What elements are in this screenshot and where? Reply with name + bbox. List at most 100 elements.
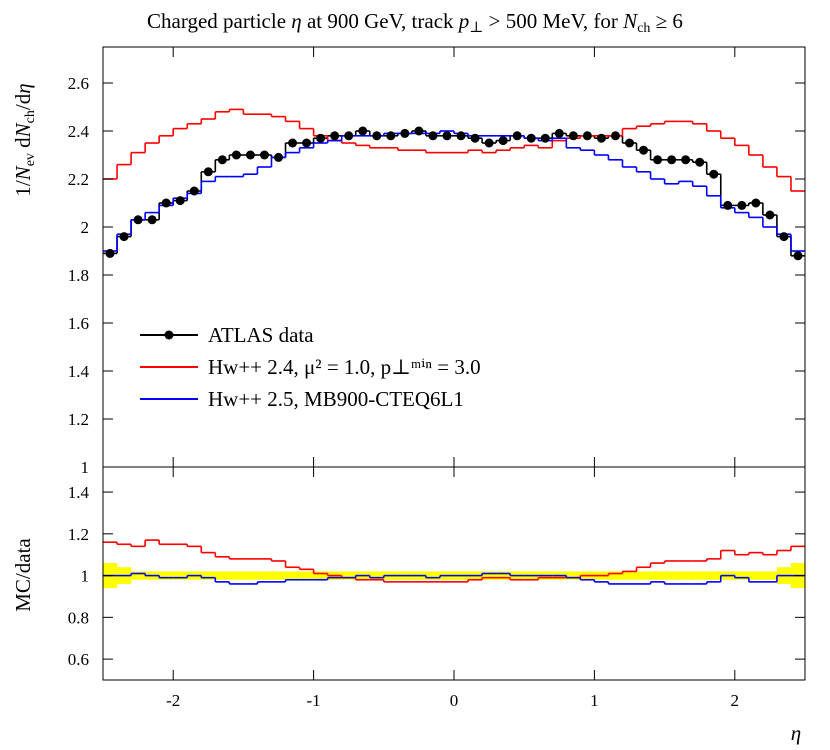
title-part: Charged particle <box>147 9 291 33</box>
data-point <box>175 196 185 206</box>
data-point <box>695 157 705 167</box>
data-point <box>512 131 522 141</box>
data-point <box>568 131 578 141</box>
y-tick-label: 1.8 <box>68 266 89 285</box>
y-tick-label: 0.6 <box>68 650 89 669</box>
data-point <box>344 131 354 141</box>
y-tick-label: 2.2 <box>68 170 89 189</box>
legend-marker <box>164 330 174 340</box>
uncertainty-band <box>762 571 778 580</box>
ylabel-part: N <box>11 165 35 181</box>
uncertainty-band <box>201 571 216 580</box>
data-point <box>245 150 255 160</box>
uncertainty-band <box>692 571 708 580</box>
uncertainty-band <box>734 571 750 580</box>
data-point <box>751 198 761 208</box>
y-tick-label: 1.2 <box>68 525 89 544</box>
x-tick-label: -2 <box>166 691 180 710</box>
data-point <box>414 126 424 136</box>
uncertainty-band <box>257 571 272 580</box>
title-part: ch <box>637 21 650 36</box>
data-point <box>526 133 536 143</box>
title-part: ≥ 6 <box>650 9 683 33</box>
x-axis-label: η <box>791 721 801 745</box>
data-point <box>498 136 508 146</box>
data-point <box>386 131 396 141</box>
uncertainty-band <box>369 571 385 580</box>
uncertainty-band <box>636 571 651 580</box>
data-point <box>203 167 213 177</box>
y-tick-label: 2 <box>81 218 90 237</box>
data-point <box>484 138 494 148</box>
uncertainty-band <box>341 571 357 580</box>
uncertainty-band <box>299 571 314 580</box>
ylabel-part: N <box>11 122 35 138</box>
x-tick-label: 0 <box>450 691 459 710</box>
data-point <box>709 169 719 179</box>
data-point <box>779 232 789 242</box>
data-point <box>596 133 606 143</box>
ylabel-part: η <box>11 83 35 93</box>
y-tick-label: 1 <box>81 567 90 586</box>
title-part: p <box>457 9 470 33</box>
data-point <box>259 150 269 160</box>
title-part: η <box>291 9 301 33</box>
data-point <box>316 133 326 143</box>
uncertainty-band <box>678 571 693 580</box>
data-point <box>442 131 452 141</box>
uncertainty-band <box>425 571 441 580</box>
y-tick-label: 1.2 <box>68 410 89 429</box>
title-part: at 900 GeV, track <box>302 9 459 33</box>
uncertainty-band <box>496 571 511 580</box>
data-point <box>793 251 803 261</box>
uncertainty-band <box>622 571 637 580</box>
data-point <box>554 128 564 138</box>
title-part: N <box>622 9 638 33</box>
ylabel-part: ev <box>23 153 38 166</box>
data-layer <box>103 108 805 585</box>
x-tick-label: 1 <box>590 691 599 710</box>
legend-label: Hw++ 2.5, MB900-CTEQ6L1 <box>208 387 464 411</box>
legend-label: ATLAS data <box>208 323 314 347</box>
legend-label: Hw++ 2.4, μ² = 1.0, p⊥ᵐⁱⁿ = 3.0 <box>208 355 481 379</box>
data-point <box>217 155 227 165</box>
uncertainty-band <box>313 571 328 580</box>
data-point <box>372 131 382 141</box>
data-point <box>161 198 171 208</box>
uncertainty-band <box>173 571 188 580</box>
data-point <box>625 138 634 148</box>
y-axis-label: 1/Nev dNch/dη <box>11 83 38 196</box>
data-point <box>302 138 312 148</box>
data-point <box>737 200 747 210</box>
data-point <box>274 152 283 162</box>
uncertainty-band <box>215 571 230 580</box>
data-point <box>400 128 410 138</box>
uncertainty-band <box>748 571 764 580</box>
data-point <box>105 248 115 258</box>
y-tick-label: 1.4 <box>68 362 90 381</box>
y-tick-label: 2.4 <box>68 122 90 141</box>
uncertainty-band <box>482 571 497 580</box>
uncertainty-band <box>159 571 174 580</box>
data-point <box>358 126 368 136</box>
data-point <box>639 145 649 155</box>
data-point <box>330 131 340 141</box>
data-point <box>119 232 129 242</box>
data-point <box>582 131 592 141</box>
data-point <box>765 210 775 220</box>
axes-layer: 1 1.2 1.4 1.6 1.8 2 2.2 2.4 2.6 ATLAS data Hw++ 2.… <box>68 46 806 710</box>
uncertainty-band <box>131 571 146 580</box>
uncertainty-band <box>229 571 244 580</box>
data-point <box>133 215 143 225</box>
data-point <box>723 200 733 210</box>
data-point <box>456 131 466 141</box>
y-tick-label: 1 <box>81 458 90 477</box>
x-tick-label: -1 <box>307 691 321 710</box>
ylabel-part: /d <box>11 93 35 110</box>
y-tick-label: 1.6 <box>68 314 89 333</box>
data-point <box>147 215 157 225</box>
data-point <box>610 131 620 141</box>
title-part: > 500 MeV, for <box>483 9 623 33</box>
